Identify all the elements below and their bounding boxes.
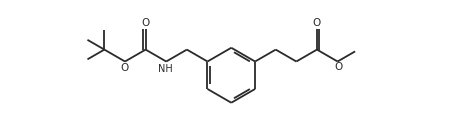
Text: O: O xyxy=(120,63,129,73)
Text: O: O xyxy=(313,18,321,28)
Text: O: O xyxy=(142,18,150,28)
Text: O: O xyxy=(334,62,342,72)
Text: NH: NH xyxy=(158,64,173,74)
